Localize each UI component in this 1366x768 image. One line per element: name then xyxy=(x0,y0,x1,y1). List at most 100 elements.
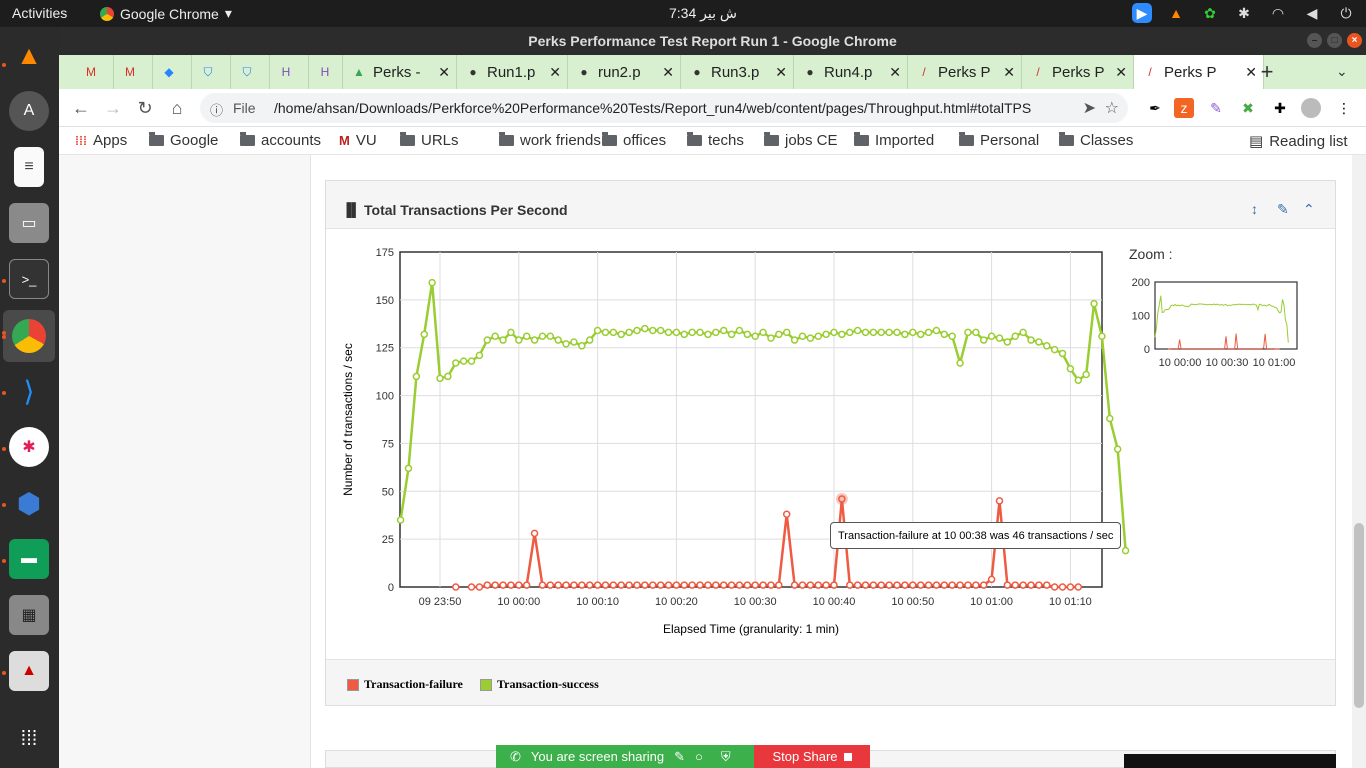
extensions-puzzle-icon[interactable]: ✚ xyxy=(1274,99,1286,116)
calculator-icon[interactable]: ▦ xyxy=(9,595,49,635)
bookmark-offices[interactable]: offices xyxy=(602,132,666,149)
bookmark-google[interactable]: Google xyxy=(149,132,218,149)
close-tab-icon[interactable]: ✕ xyxy=(775,63,787,80)
tab-14[interactable]: / Perks P ✕ xyxy=(1022,55,1134,89)
forward-button[interactable]: → xyxy=(104,97,122,118)
bookmark-work-friends[interactable]: work friends xyxy=(499,132,601,149)
info-icon[interactable]: ⓘ xyxy=(210,103,224,118)
bookmark-jobs-ce[interactable]: jobs CE xyxy=(764,132,838,149)
scrollbar-thumb[interactable] xyxy=(1354,523,1364,708)
tab-8[interactable]: ▲ Perks - ✕ xyxy=(343,55,457,89)
wifi-icon[interactable]: ◠ xyxy=(1271,4,1285,21)
bookmark-apps[interactable]: ⁞⁞⁞ Apps xyxy=(75,132,127,149)
system-tray[interactable]: ▶ ▲ ✿ ✱ ◠ ◀ ⏻ xyxy=(1132,3,1356,23)
maximize-button[interactable]: □ xyxy=(1327,33,1342,48)
gmail-icon: M xyxy=(125,65,135,79)
bookmark-label: techs xyxy=(708,132,744,149)
tab-1[interactable]: M xyxy=(75,55,114,89)
extension-cross-icon[interactable]: ✖ xyxy=(1242,99,1254,116)
close-tab-icon[interactable]: ✕ xyxy=(1245,63,1257,80)
vlc-icon[interactable]: ▲ xyxy=(1169,5,1183,21)
apps-grid-icon: ⁞⁞⁞ xyxy=(75,133,87,148)
close-tab-icon[interactable]: ✕ xyxy=(662,63,674,80)
close-window-button[interactable]: × xyxy=(1347,33,1362,48)
back-button[interactable]: ← xyxy=(72,97,90,118)
folder-icon xyxy=(240,132,255,146)
bookmark-vu[interactable]: M VU xyxy=(339,132,377,149)
tab-3[interactable]: ◆ xyxy=(153,55,192,89)
close-tab-icon[interactable]: ✕ xyxy=(438,63,450,80)
close-tab-icon[interactable]: ✕ xyxy=(1003,63,1015,80)
tab-5[interactable]: ⛉ xyxy=(231,55,270,89)
bookmark-urls[interactable]: URLs xyxy=(400,132,459,149)
vlc-icon[interactable]: ▲ xyxy=(16,39,42,70)
tab-7[interactable]: H xyxy=(309,55,343,89)
chrome-dock-icon[interactable] xyxy=(3,310,55,362)
reading-list-button[interactable]: ▤ Reading list xyxy=(1249,132,1348,151)
clock[interactable]: 7:34 ش بير xyxy=(669,5,737,21)
reload-button[interactable]: ↻ xyxy=(137,97,153,118)
software-updater-icon[interactable]: A xyxy=(9,91,49,131)
tab-4[interactable]: ⛉ xyxy=(192,55,231,89)
zoom-icon[interactable]: ▶ xyxy=(1132,3,1152,23)
chat-icon[interactable]: ▬ xyxy=(9,539,49,579)
collapse-chevron-icon[interactable]: ⌃ xyxy=(1303,201,1315,217)
stop-share-button[interactable]: Stop Share xyxy=(754,745,870,768)
activities-button[interactable]: Activities xyxy=(12,5,68,21)
url-text[interactable]: /home/ahsan/Downloads/Perkforce%20Perfor… xyxy=(274,100,1032,116)
legend-item-failure[interactable]: Transaction-failure xyxy=(347,677,463,692)
bookmark-accounts[interactable]: accounts xyxy=(240,132,321,149)
github-icon: ● xyxy=(580,65,588,79)
legend-item-success[interactable]: Transaction-success xyxy=(480,677,599,692)
tab-9[interactable]: ● Run1.p ✕ xyxy=(457,55,568,89)
extension-z-icon[interactable]: z xyxy=(1174,98,1194,118)
bitbucket-icon: ⛉ xyxy=(203,64,213,79)
tab-11[interactable]: ● Run3.p ✕ xyxy=(681,55,794,89)
network-app-icon[interactable]: ⬢ xyxy=(16,487,42,519)
new-tab-button[interactable]: + xyxy=(1260,59,1274,84)
bookmark-star-icon[interactable]: ☆ xyxy=(1104,100,1119,117)
close-tab-icon[interactable]: ✕ xyxy=(889,63,901,80)
bookmark-classes[interactable]: Classes xyxy=(1059,132,1133,149)
show-apps-icon[interactable]: ⁞⁞⁞ xyxy=(20,727,38,750)
vscode-icon[interactable]: ⟩ xyxy=(23,375,35,407)
bookmark-label: Imported xyxy=(875,132,935,149)
menu-kebab-icon[interactable]: ⋮ xyxy=(1337,99,1351,116)
power-icon[interactable]: ⏻ xyxy=(1340,4,1352,21)
tab-6[interactable]: H xyxy=(270,55,309,89)
slack-dock-icon[interactable]: ✱ xyxy=(9,427,49,467)
page-scrollbar[interactable] xyxy=(1352,155,1366,768)
drive-icon: ▲ xyxy=(353,65,365,79)
send-tab-icon[interactable]: ➤ xyxy=(1082,100,1096,117)
close-tab-icon[interactable]: ✕ xyxy=(1115,63,1127,80)
extension-feather-icon[interactable]: ✎ xyxy=(1210,99,1222,116)
video-overlay xyxy=(1124,754,1336,768)
jmeter-icon[interactable]: ▲ xyxy=(9,651,49,691)
tab-10[interactable]: ● run2.p ✕ xyxy=(568,55,681,89)
text-editor-icon[interactable]: ≡ xyxy=(14,147,44,187)
slack-icon[interactable]: ✱ xyxy=(1238,4,1250,21)
bookmark-imported[interactable]: Imported xyxy=(854,132,934,149)
extension-dropper-icon[interactable]: ✒ xyxy=(1149,99,1161,116)
tab-search-icon[interactable]: ⌄ xyxy=(1336,63,1348,79)
screen-share-banner: ✆ You are screen sharing ✎ ○ ⛨ xyxy=(496,745,754,768)
bookmark-personal[interactable]: Personal xyxy=(959,132,1039,149)
terminal-icon[interactable]: >_ xyxy=(9,259,49,299)
tab-2[interactable]: M xyxy=(114,55,153,89)
address-bar[interactable]: ⓘ File /home/ahsan/Downloads/Perkforce%2… xyxy=(200,93,1128,123)
sync-icon[interactable]: ✿ xyxy=(1204,4,1216,21)
volume-icon[interactable]: ◀ xyxy=(1306,4,1318,21)
tab-12[interactable]: ● Run4.p ✕ xyxy=(794,55,908,89)
wrench-icon[interactable]: ✎ xyxy=(1277,201,1289,217)
tab-15[interactable]: / Perks P ✕ xyxy=(1134,55,1264,89)
files-icon[interactable]: ▭ xyxy=(9,203,49,243)
bookmark-techs[interactable]: techs xyxy=(687,132,744,149)
app-menu[interactable]: Google Chrome ▾ xyxy=(100,5,232,22)
minimize-button[interactable]: – xyxy=(1307,33,1322,48)
mic-off-icon[interactable]: ✎ xyxy=(674,748,686,764)
tab-13[interactable]: / Perks P ✕ xyxy=(908,55,1022,89)
profile-avatar[interactable] xyxy=(1301,98,1321,118)
close-tab-icon[interactable]: ✕ xyxy=(549,63,561,80)
home-button[interactable]: ⌂ xyxy=(171,97,183,118)
resize-vertical-icon[interactable]: ↕ xyxy=(1251,201,1258,217)
